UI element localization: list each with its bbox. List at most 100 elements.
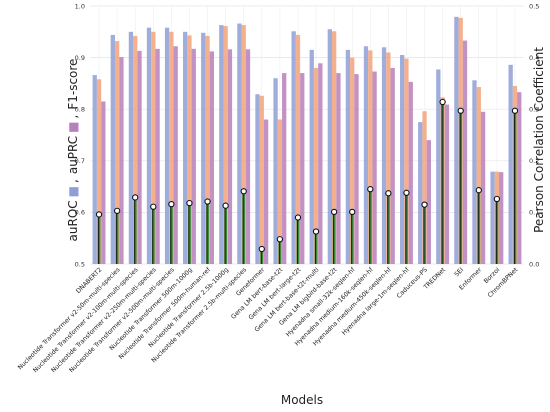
bar-auprc — [313, 67, 319, 264]
bar-auroc — [183, 31, 188, 264]
pearson-marker — [186, 199, 193, 207]
pearson-marker — [349, 208, 356, 216]
left-axis-label-auroc: auROC — [66, 200, 80, 241]
pearson-stem — [513, 110, 517, 264]
y-left-tick-label: 0.9 — [75, 54, 85, 62]
pearson-marker — [168, 200, 175, 208]
bar-auroc — [436, 69, 441, 264]
bar-f1-score — [191, 48, 196, 264]
bar-auprc — [151, 31, 156, 264]
bar-f1-score — [480, 111, 486, 264]
bar-auprc — [350, 57, 355, 264]
bar-f1-score — [408, 81, 413, 264]
bar-auroc — [255, 94, 260, 265]
bar-f1-score — [245, 49, 251, 265]
bar-auprc — [169, 31, 174, 264]
bar-auroc — [128, 31, 134, 264]
bar-auroc — [327, 29, 332, 264]
left-axis-sep-2: , — [66, 115, 80, 119]
pearson-stem — [115, 210, 119, 264]
pearson-marker — [150, 203, 157, 210]
pearson-marker — [113, 207, 121, 214]
left-axis-swatch-auroc: ■ — [66, 186, 80, 197]
bar-f1-score — [444, 104, 450, 264]
bar-f1-score — [462, 40, 468, 264]
bar-auprc — [422, 111, 427, 264]
bar-f1-score — [155, 48, 160, 264]
y-right-tick-label: 0.3 — [529, 106, 539, 114]
y-right-tick-label: 0.0 — [529, 260, 539, 268]
bar-auprc — [205, 35, 210, 265]
bar-f1-score — [263, 119, 269, 265]
bar-f1-score — [426, 140, 431, 264]
y-right-tick-label: 0.4 — [529, 54, 539, 62]
bar-auprc — [223, 26, 228, 265]
pearson-stem — [441, 101, 445, 264]
bar-auprc — [187, 35, 192, 264]
y-right-tick-label: 0.2 — [529, 157, 539, 165]
bar-f1-score — [119, 57, 124, 264]
pearson-stem — [477, 190, 481, 264]
bar-f1-score — [101, 101, 106, 265]
left-axis-label-f1: F1-score — [66, 59, 80, 110]
bar-auprc — [114, 41, 120, 265]
pearson-marker — [385, 190, 392, 197]
pearson-stem — [224, 205, 228, 264]
pearson-marker — [222, 202, 229, 209]
bar-auroc — [508, 64, 513, 264]
pearson-stem — [386, 193, 390, 264]
pearson-marker — [258, 245, 265, 253]
bar-f1-score — [300, 73, 305, 264]
pearson-stem — [133, 197, 137, 264]
pearson-stem — [151, 206, 155, 264]
pearson-stems — [97, 101, 517, 264]
bar-auroc — [363, 46, 369, 264]
bar-f1-score — [336, 73, 341, 264]
pearson-stem — [405, 192, 408, 264]
pearson-stem — [368, 189, 372, 264]
tick-labels: 0.5 0.6 0.7 0.8 0.9 1.0 0.0 0.1 0.2 0.3 0.4 0.5 — [75, 2, 540, 268]
pearson-stem — [169, 204, 173, 264]
y-left-tick-label: 0.8 — [75, 106, 85, 114]
y-left-tick-label: 0.5 — [75, 260, 85, 268]
bar-auprc — [259, 95, 264, 264]
bar-auroc — [92, 75, 97, 264]
pearson-stem — [332, 211, 336, 264]
bar-auroc — [400, 55, 405, 264]
pearson-marker — [403, 189, 410, 196]
pearson-marker — [276, 236, 284, 243]
bar-auroc — [309, 49, 314, 264]
y-left-tick-label: 0.6 — [75, 209, 85, 217]
pearson-marker — [204, 198, 211, 205]
bar-f1-score — [173, 46, 178, 264]
pearson-marker — [132, 194, 139, 201]
bar-auroc — [237, 23, 242, 264]
pearson-marker — [240, 188, 247, 195]
bar-auroc — [291, 31, 296, 265]
bar-f1-score — [209, 51, 214, 264]
pearson-stem — [495, 198, 499, 264]
pearson-stem — [423, 204, 426, 264]
bar-f1-score — [282, 73, 287, 264]
bar-auprc — [368, 50, 373, 264]
pearson-marker — [294, 214, 302, 221]
left-axis-label-auprc: auPRC — [66, 136, 80, 174]
pearson-marker — [312, 228, 320, 235]
bar-f1-score — [354, 74, 359, 264]
pearson-marker — [421, 201, 428, 208]
pearson-marker — [475, 187, 482, 194]
bar-auroc — [110, 34, 115, 265]
pearson-stem — [188, 203, 191, 264]
y-left-tick-label: 1.0 — [75, 2, 85, 10]
bar-auroc — [146, 27, 152, 265]
bar-auroc — [472, 80, 477, 264]
bar-auroc — [273, 78, 278, 265]
pearson-stem — [242, 191, 246, 264]
pearson-stem — [314, 231, 318, 264]
bar-auroc — [418, 122, 423, 264]
bar-f1-score — [227, 49, 233, 265]
bar-auprc — [331, 31, 337, 265]
bar-auprc — [241, 25, 246, 265]
bar-f1-score — [390, 67, 395, 264]
